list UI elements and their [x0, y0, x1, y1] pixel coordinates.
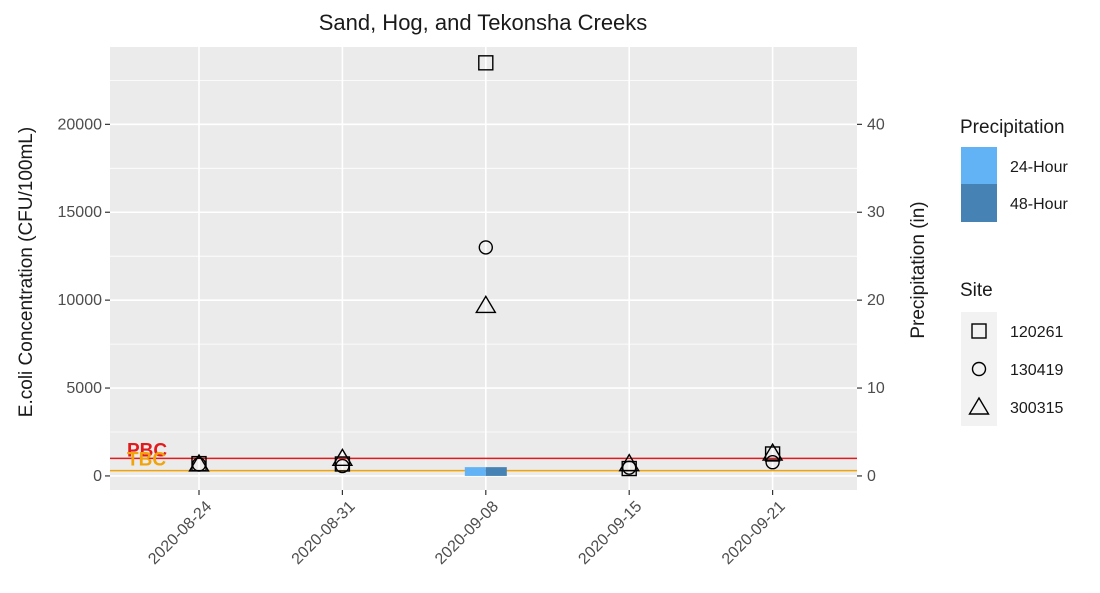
point-120261 — [334, 456, 351, 472]
legend-key-48-hour — [961, 184, 997, 222]
point-130419 — [765, 455, 780, 470]
y-tick-label: 0 — [93, 468, 102, 485]
legend-label-48-hour: 48-Hour — [1010, 196, 1068, 213]
y2-tick-label: 10 — [867, 380, 885, 397]
legend-key-bg — [961, 312, 997, 350]
point-130419 — [335, 458, 350, 474]
point-120261 — [764, 446, 781, 462]
point-300315 — [188, 453, 210, 472]
x-tick-label: 2020-08-24 — [145, 498, 215, 568]
point-130419 — [478, 240, 493, 255]
point-300315 — [331, 447, 354, 467]
legend-label-120261: 120261 — [1010, 324, 1063, 341]
legend-key-120261 — [971, 323, 987, 339]
precip-bar-24-hour — [464, 467, 486, 476]
site-points — [188, 55, 784, 477]
point-300315 — [475, 295, 497, 314]
y-tick-label: 20000 — [58, 116, 103, 133]
point-300315 — [761, 442, 784, 461]
reference-label-tbc: TBC — [127, 450, 166, 471]
point-120261 — [478, 55, 494, 71]
y-axis-title: E.coli Concentration (CFU/100mL) — [16, 127, 37, 417]
x-tick-label: 2020-08-31 — [289, 498, 359, 568]
y2-tick-label: 0 — [867, 468, 876, 485]
legend-site-title: Site — [960, 280, 993, 301]
legend-key-bg — [961, 388, 997, 426]
y2-tick-label: 20 — [867, 292, 885, 309]
y-tick-label: 10000 — [58, 292, 103, 309]
y-tick-label: 15000 — [58, 204, 103, 221]
legend-key-300315 — [968, 396, 990, 415]
legend-label-300315: 300315 — [1010, 400, 1063, 417]
y2-tick-label: 30 — [867, 204, 885, 221]
y-tick-label: 5000 — [66, 380, 102, 397]
legend: Precipitation Site 24-Hour 48-Hour 120261 1… — [960, 117, 1068, 426]
y2-tick-label: 40 — [867, 116, 885, 133]
y2-axis-title: Precipitation (in) — [908, 201, 929, 338]
x-tick-label: 2020-09-21 — [719, 498, 789, 568]
x-tick-label: 2020-09-08 — [432, 498, 502, 568]
x-tick-label: 2020-09-15 — [575, 498, 645, 568]
legend-key-24-hour — [961, 147, 997, 185]
precipitation-bars — [464, 467, 507, 476]
legend-label-24-hour: 24-Hour — [1010, 159, 1068, 176]
point-300315 — [618, 453, 640, 472]
point-130419 — [622, 460, 637, 475]
legend-precipitation-title: Precipitation — [960, 117, 1065, 138]
precip-bar-48-hour — [485, 467, 507, 476]
plot-panel — [110, 47, 857, 490]
legend-label-130419: 130419 — [1010, 362, 1063, 379]
chart-title: Sand, Hog, and Tekonsha Creeks — [319, 10, 648, 35]
reference-label-pbc: PBC — [127, 440, 167, 461]
legend-key-bg — [961, 350, 997, 388]
legend-key-130419 — [971, 361, 987, 377]
